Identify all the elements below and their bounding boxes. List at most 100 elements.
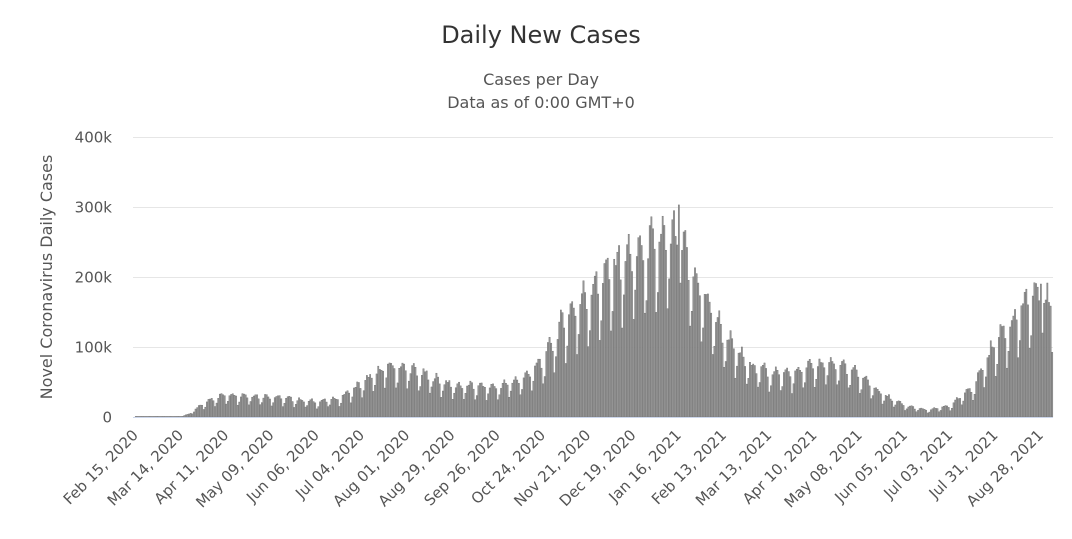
bar-day	[395, 387, 397, 418]
bar-day	[1027, 304, 1029, 418]
bar-day	[876, 389, 879, 418]
bar-day	[519, 394, 522, 418]
bar-day	[658, 241, 661, 418]
bar-day	[792, 383, 795, 418]
bar-day	[458, 381, 460, 418]
bar-day	[400, 366, 402, 418]
bar-day	[299, 399, 302, 418]
bar-day	[671, 219, 674, 418]
bar-day	[327, 406, 329, 418]
bar-day	[301, 400, 304, 418]
bar-day	[202, 409, 205, 418]
bar-day	[983, 387, 986, 418]
chart-subtitle-line-1: Cases per Day	[483, 70, 599, 89]
bar-day	[820, 362, 822, 418]
bar-day	[328, 404, 331, 418]
bar-day	[409, 373, 412, 418]
bar-day	[372, 391, 375, 418]
bar-day	[509, 390, 512, 418]
bar-day	[637, 237, 640, 418]
bar-day	[960, 404, 963, 418]
y-tick-label: 400k	[75, 129, 113, 147]
bar-day	[366, 375, 368, 418]
bar-day	[143, 416, 145, 418]
x-tick-label: May 09, 2020	[192, 426, 277, 511]
bar-day	[1007, 351, 1010, 418]
bar-day	[383, 387, 386, 418]
bar-day	[430, 386, 433, 418]
bar-day	[490, 384, 493, 418]
bar-day	[666, 308, 669, 418]
bar-day	[753, 365, 756, 418]
bar-day	[750, 365, 753, 418]
bar-day	[254, 394, 257, 418]
bar-day	[475, 395, 478, 418]
bar-day	[325, 401, 328, 418]
bar-day	[857, 376, 860, 418]
bar-day	[173, 416, 176, 418]
bar-day	[739, 352, 742, 418]
bar-day	[571, 301, 574, 418]
bar-day	[280, 398, 283, 418]
bar-day	[720, 324, 722, 418]
bar-day	[766, 376, 769, 418]
bar-day	[529, 376, 532, 418]
bar-day	[206, 401, 208, 418]
bar-day	[812, 368, 814, 418]
bar-day	[534, 365, 536, 418]
bar-day	[1033, 282, 1036, 418]
bar-day	[406, 388, 409, 418]
bar-day	[1015, 319, 1018, 418]
bar-day	[784, 369, 787, 418]
bar-day	[193, 411, 195, 418]
bar-day	[343, 394, 346, 418]
bar-day	[496, 399, 499, 418]
bar-day	[915, 411, 918, 418]
bar-day	[411, 365, 414, 418]
bar-day	[183, 415, 186, 418]
bar-day	[466, 385, 468, 418]
bar-day	[357, 382, 360, 418]
bar-day	[920, 407, 923, 418]
bar-day	[1036, 286, 1039, 418]
bar-day	[548, 337, 551, 418]
bar-day	[831, 361, 834, 418]
bar-day	[991, 346, 994, 418]
bar-day	[293, 407, 296, 418]
bar-day	[209, 398, 212, 418]
bar-day	[904, 410, 906, 418]
bar-day	[955, 397, 958, 418]
bar-day	[642, 260, 645, 418]
bar-day	[543, 376, 546, 418]
bar-day	[225, 403, 228, 418]
bar-day	[681, 250, 683, 418]
bar-day	[884, 395, 887, 418]
bar-day	[741, 346, 743, 418]
bar-day	[265, 394, 268, 418]
bar-day	[708, 301, 711, 418]
bar-day	[199, 404, 202, 418]
bar-day	[282, 406, 284, 418]
bar-day	[980, 368, 982, 418]
bar-day	[905, 408, 908, 418]
bar-day	[547, 342, 549, 418]
bar-day	[516, 379, 519, 418]
bar-day	[370, 377, 373, 418]
bar-day	[435, 372, 438, 418]
bar-day	[1006, 367, 1008, 418]
bar-day	[341, 395, 344, 418]
bar-day	[634, 289, 637, 418]
bar-day	[186, 414, 189, 418]
bar-day	[936, 408, 939, 418]
bar-day	[613, 258, 616, 418]
bar-day	[635, 256, 638, 418]
bar-day	[185, 414, 187, 418]
bar-day	[997, 337, 1000, 418]
bar-day	[686, 247, 688, 418]
bar-day	[422, 368, 425, 418]
bar-day	[273, 397, 276, 418]
bar-day	[285, 398, 287, 418]
bar-day	[474, 399, 477, 418]
bar-day	[521, 389, 523, 418]
